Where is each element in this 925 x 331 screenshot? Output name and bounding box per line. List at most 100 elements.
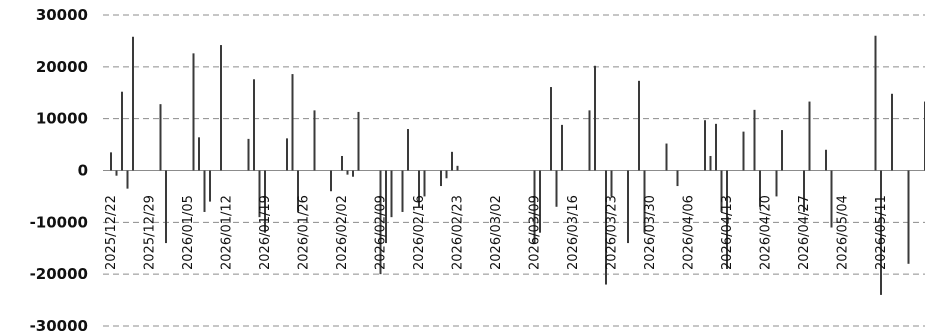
bar xyxy=(753,109,756,171)
bar xyxy=(209,170,211,202)
bar xyxy=(352,170,354,177)
x-tick-label: 2026/03/30 xyxy=(643,195,658,270)
x-tick-label: 2026/05/04 xyxy=(836,195,851,270)
bar xyxy=(665,143,668,171)
bar xyxy=(440,170,442,187)
x-tick-label: 2026/03/02 xyxy=(489,195,504,270)
bar xyxy=(775,170,778,197)
bar xyxy=(539,170,541,233)
x-tick-label: 2026/04/20 xyxy=(759,195,774,270)
bar xyxy=(379,170,382,275)
bar xyxy=(704,120,706,171)
bar xyxy=(159,104,162,171)
bar xyxy=(418,170,420,207)
x-tick-label: 2026/05/11 xyxy=(874,195,889,270)
bar xyxy=(533,170,536,244)
bar xyxy=(192,53,195,171)
bar xyxy=(627,170,629,244)
y-tick-label: -20000 xyxy=(30,265,88,283)
x-tick-label: 2026/03/09 xyxy=(528,195,543,270)
bar xyxy=(291,74,294,171)
bar xyxy=(874,35,877,171)
y-tick-label: 30000 xyxy=(36,6,88,24)
gridlines xyxy=(103,14,925,327)
bar xyxy=(165,170,167,244)
x-tick-label: 2026/02/02 xyxy=(335,195,350,270)
x-tick-label: 2026/03/16 xyxy=(566,195,581,270)
bar xyxy=(110,152,112,171)
x-tick-label: 2026/03/23 xyxy=(605,195,620,270)
x-tick-label: 2025/12/29 xyxy=(143,195,158,270)
bar xyxy=(676,170,679,187)
y-tick-label: 0 xyxy=(78,162,88,180)
bar xyxy=(258,170,261,218)
bar xyxy=(550,87,552,171)
bar xyxy=(253,79,255,171)
x-tick-label: 2026/04/13 xyxy=(720,195,735,270)
bar xyxy=(715,123,717,171)
bar xyxy=(264,170,266,233)
bar xyxy=(385,170,387,244)
x-tick-label: 2026/02/09 xyxy=(374,195,389,270)
bar xyxy=(825,149,827,171)
x-tick-label: 2026/01/19 xyxy=(258,195,273,270)
bar xyxy=(407,129,409,171)
x-tick-label: 2026/02/16 xyxy=(412,195,427,270)
bar xyxy=(423,170,426,197)
y-tick-label: 20000 xyxy=(36,58,88,76)
bar xyxy=(451,151,453,171)
bar xyxy=(720,170,723,212)
bar xyxy=(286,138,288,171)
bar xyxy=(643,170,646,233)
bars xyxy=(110,35,925,295)
y-tick-label: 10000 xyxy=(36,110,88,128)
x-axis-tick-labels: 2025/12/22 2025/12/29 2026/01/05 2026/01/12… xyxy=(104,195,889,270)
bar xyxy=(330,170,332,192)
bar xyxy=(594,65,596,171)
bar xyxy=(709,155,712,171)
bar xyxy=(808,101,811,171)
bar xyxy=(555,170,558,207)
x-tick-label: 2026/01/26 xyxy=(297,195,312,270)
x-tick-label: 2026/01/12 xyxy=(220,195,235,270)
bar xyxy=(247,138,250,171)
bar xyxy=(203,170,206,212)
bar xyxy=(907,170,910,264)
bar xyxy=(121,91,123,171)
bar xyxy=(357,111,360,171)
bar xyxy=(588,110,591,171)
bar xyxy=(638,80,640,171)
bar xyxy=(346,170,349,175)
bar xyxy=(726,170,728,269)
bar xyxy=(610,170,613,197)
bar xyxy=(220,45,222,171)
x-tick-label: 2026/04/06 xyxy=(682,195,697,270)
y-axis-tick-labels: 30000 20000 10000 0 -10000 -20000 -30000 xyxy=(30,6,88,331)
bar xyxy=(198,137,200,171)
bar xyxy=(605,170,607,285)
bar xyxy=(891,93,893,171)
x-tick-label: 2025/12/22 xyxy=(104,195,119,270)
bar xyxy=(401,170,404,212)
bar xyxy=(115,170,118,176)
bar xyxy=(313,110,316,171)
y-tick-label: -10000 xyxy=(30,213,88,231)
bar xyxy=(445,170,448,179)
bar xyxy=(297,170,299,212)
bar xyxy=(341,155,343,171)
bar xyxy=(390,170,393,218)
bar xyxy=(803,170,805,212)
y-tick-label: -30000 xyxy=(30,317,88,331)
x-tick-label: 2026/04/27 xyxy=(797,195,812,270)
bar xyxy=(132,36,134,171)
bar xyxy=(781,130,783,171)
bar xyxy=(830,170,833,228)
bar xyxy=(456,165,459,171)
bar xyxy=(880,170,882,295)
bar xyxy=(742,131,745,171)
x-tick-label: 2026/02/23 xyxy=(451,195,466,270)
x-tick-label: 2026/01/05 xyxy=(181,195,196,270)
bar xyxy=(561,124,563,171)
bar xyxy=(759,170,761,207)
